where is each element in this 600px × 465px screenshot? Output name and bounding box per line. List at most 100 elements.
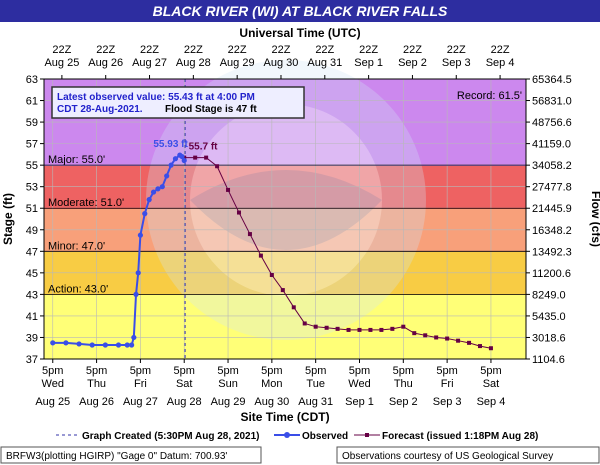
forecast-point: [258, 253, 263, 258]
utc-tick-date: Sep 4: [486, 57, 515, 69]
observed-point: [137, 232, 143, 238]
flood-label: Minor: 47.0': [48, 240, 105, 252]
utc-tick-label: 22Z: [491, 44, 510, 56]
chart-title: BLACK RIVER (WI) AT BLACK RIVER FALLS: [153, 3, 448, 19]
stage-tick-label: 47: [26, 246, 38, 258]
site-tick-time: 5pm: [42, 365, 63, 377]
stage-tick-label: 37: [26, 354, 38, 366]
site-tick-time: 5pm: [480, 365, 501, 377]
observed-point: [135, 270, 141, 276]
flow-tick-label: 21445.9: [532, 203, 572, 215]
forecast-peak-label: 55.7 ft: [189, 142, 219, 153]
stage-tick-label: 61: [26, 96, 38, 108]
site-tick-time: 5pm: [305, 365, 326, 377]
footer-datum: BRFW3(plotting HGIRP) "Gage 0" Datum: 70…: [6, 451, 227, 462]
forecast-point: [401, 324, 406, 329]
flow-tick-label: 13492.3: [532, 246, 572, 258]
observed-points: [50, 152, 187, 348]
flow-tick-label: 16348.2: [532, 225, 572, 237]
site-tick-day: Thu: [87, 378, 106, 390]
utc-tick-date: Aug 26: [88, 57, 123, 69]
site-tick-day: Fri: [134, 378, 147, 390]
forecast-point: [423, 333, 428, 338]
flow-axis-ticks: 1104.6 3018.6 5435.0 8249.0 11200.6 13492.3 16…: [526, 74, 572, 366]
flow-tick-label: 5435.0: [532, 311, 566, 323]
observed-point: [168, 162, 174, 168]
footer-credit: Observations courtesy of US Geological S…: [342, 451, 553, 462]
forecast-point: [204, 155, 209, 160]
flood-label: Moderate: 51.0': [48, 197, 124, 209]
observed-point: [142, 211, 148, 217]
site-tick-time: 5pm: [86, 365, 107, 377]
flood-bands: [44, 79, 526, 359]
moderate-band: [44, 209, 526, 252]
observed-point: [146, 197, 152, 203]
forecast-point: [434, 335, 439, 340]
forecast-point: [280, 288, 285, 293]
site-tick-date: Sep 4: [477, 396, 506, 408]
y-axis-right-title: Flow (cfs): [589, 191, 600, 247]
footer-left-box: [0, 446, 262, 464]
site-tick-day: Sun: [218, 378, 238, 390]
observed-point: [155, 186, 161, 192]
flow-tick-label: 48756.6: [532, 117, 572, 129]
x-axis-title: Site Time (CDT): [240, 410, 329, 424]
observed-point: [172, 156, 179, 162]
observed-point: [124, 342, 130, 348]
site-tick-date: Aug 27: [123, 396, 158, 408]
observed-point: [63, 340, 69, 346]
utc-tick-date: Aug 25: [44, 57, 79, 69]
utc-tick-date: Sep 3: [442, 57, 471, 69]
flow-tick-label: 65364.5: [532, 74, 572, 86]
stage-tick-label: 63: [26, 74, 38, 86]
flow-tick-label: 3018.6: [532, 332, 566, 344]
legend-observed: Observed: [302, 431, 348, 442]
forecast-point: [379, 327, 384, 332]
flood-label: Major: 55.0': [48, 154, 105, 166]
observed-point: [50, 340, 56, 346]
top-axis-title: Universal Time (UTC): [239, 26, 360, 40]
utc-tick-label: 22Z: [271, 44, 290, 56]
observed-point: [159, 184, 165, 190]
observed-point: [129, 342, 135, 348]
site-tick-date: Sep 3: [433, 396, 462, 408]
forecast-point: [291, 305, 296, 310]
flow-tick-label: 8249.0: [532, 289, 566, 301]
observed-point: [76, 341, 82, 347]
site-tick-time: 5pm: [217, 365, 238, 377]
utc-tick-date: Aug 29: [220, 57, 255, 69]
site-tick-day: Tue: [306, 378, 325, 390]
site-tick-date: Aug 26: [79, 396, 114, 408]
site-tick-date: Aug 30: [254, 396, 289, 408]
flow-tick-label: 41159.0: [532, 139, 571, 151]
forecast-point: [247, 232, 252, 237]
utc-tick-label: 22Z: [315, 44, 334, 56]
stage-tick-label: 53: [26, 182, 38, 194]
observed-point: [150, 189, 157, 195]
latest-observed-box: Latest observed value: 55.43 ft at 4:00 …: [51, 86, 305, 119]
utc-tick-label: 22Z: [447, 44, 466, 56]
forecast-point: [467, 340, 472, 345]
site-tick-time: 5pm: [436, 365, 457, 377]
forecast-point: [412, 331, 417, 336]
flow-tick-label: 1104.6: [532, 354, 565, 366]
utc-tick-date: Aug 28: [176, 57, 211, 69]
observed-point: [133, 291, 139, 297]
minor-band: [44, 252, 526, 295]
utc-tick-date: Aug 27: [132, 57, 167, 69]
site-tick-day: Wed: [42, 378, 64, 390]
utc-tick-label: 22Z: [184, 44, 203, 56]
forecast-point: [488, 346, 493, 351]
utc-tick-label: 22Z: [228, 44, 247, 56]
forecast-point: [390, 326, 395, 331]
forecast-point: [324, 325, 329, 330]
forecast-point: [357, 327, 362, 332]
site-tick-time: 5pm: [174, 365, 195, 377]
forecast-point: [226, 187, 231, 192]
site-tick-date: Aug 25: [35, 396, 70, 408]
footer-right-box: [336, 446, 600, 464]
legend: Graph Created (5:30PM Aug 28, 2021) Obse…: [56, 431, 538, 442]
plot-border: [43, 78, 527, 360]
